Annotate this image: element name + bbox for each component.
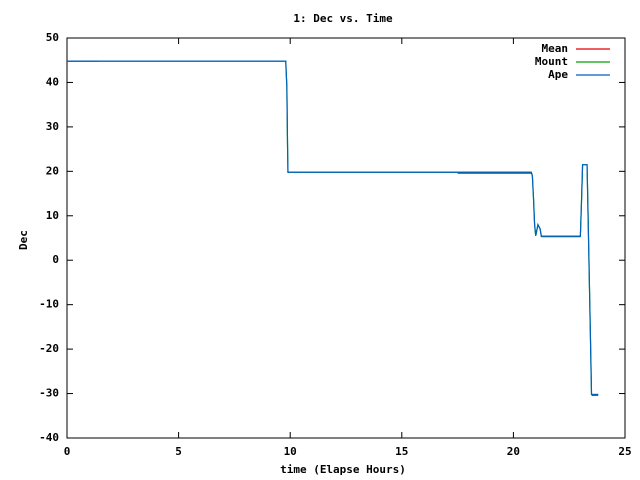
y-tick-label: 0 — [52, 253, 59, 266]
legend-label: Ape — [548, 68, 568, 81]
data-line — [67, 60, 599, 396]
legend-label: Mount — [535, 55, 568, 68]
y-tick-label: 50 — [46, 31, 59, 44]
y-tick-label: 20 — [46, 164, 59, 177]
x-tick-label: 10 — [284, 445, 297, 458]
x-axis-label: time (Elapse Hours) — [280, 463, 406, 476]
legend-label: Mean — [542, 42, 569, 55]
y-tick-label: 10 — [46, 209, 59, 222]
y-tick-label: -40 — [39, 431, 59, 444]
y-tick-label: -10 — [39, 298, 59, 311]
y-tick-label: 30 — [46, 120, 59, 133]
data-line — [67, 60, 599, 396]
y-tick-label: -20 — [39, 342, 59, 355]
x-tick-label: 25 — [618, 445, 631, 458]
y-tick-label: 40 — [46, 75, 59, 88]
chart-title: 1: Dec vs. Time — [293, 12, 393, 25]
x-tick-label: 20 — [507, 445, 520, 458]
data-line — [67, 60, 599, 396]
y-axis-label: Dec — [17, 230, 30, 250]
x-tick-label: 5 — [175, 445, 182, 458]
y-tick-label: -30 — [39, 387, 59, 400]
x-tick-label: 0 — [64, 445, 71, 458]
plot-frame — [66, 37, 626, 439]
x-tick-label: 15 — [395, 445, 408, 458]
